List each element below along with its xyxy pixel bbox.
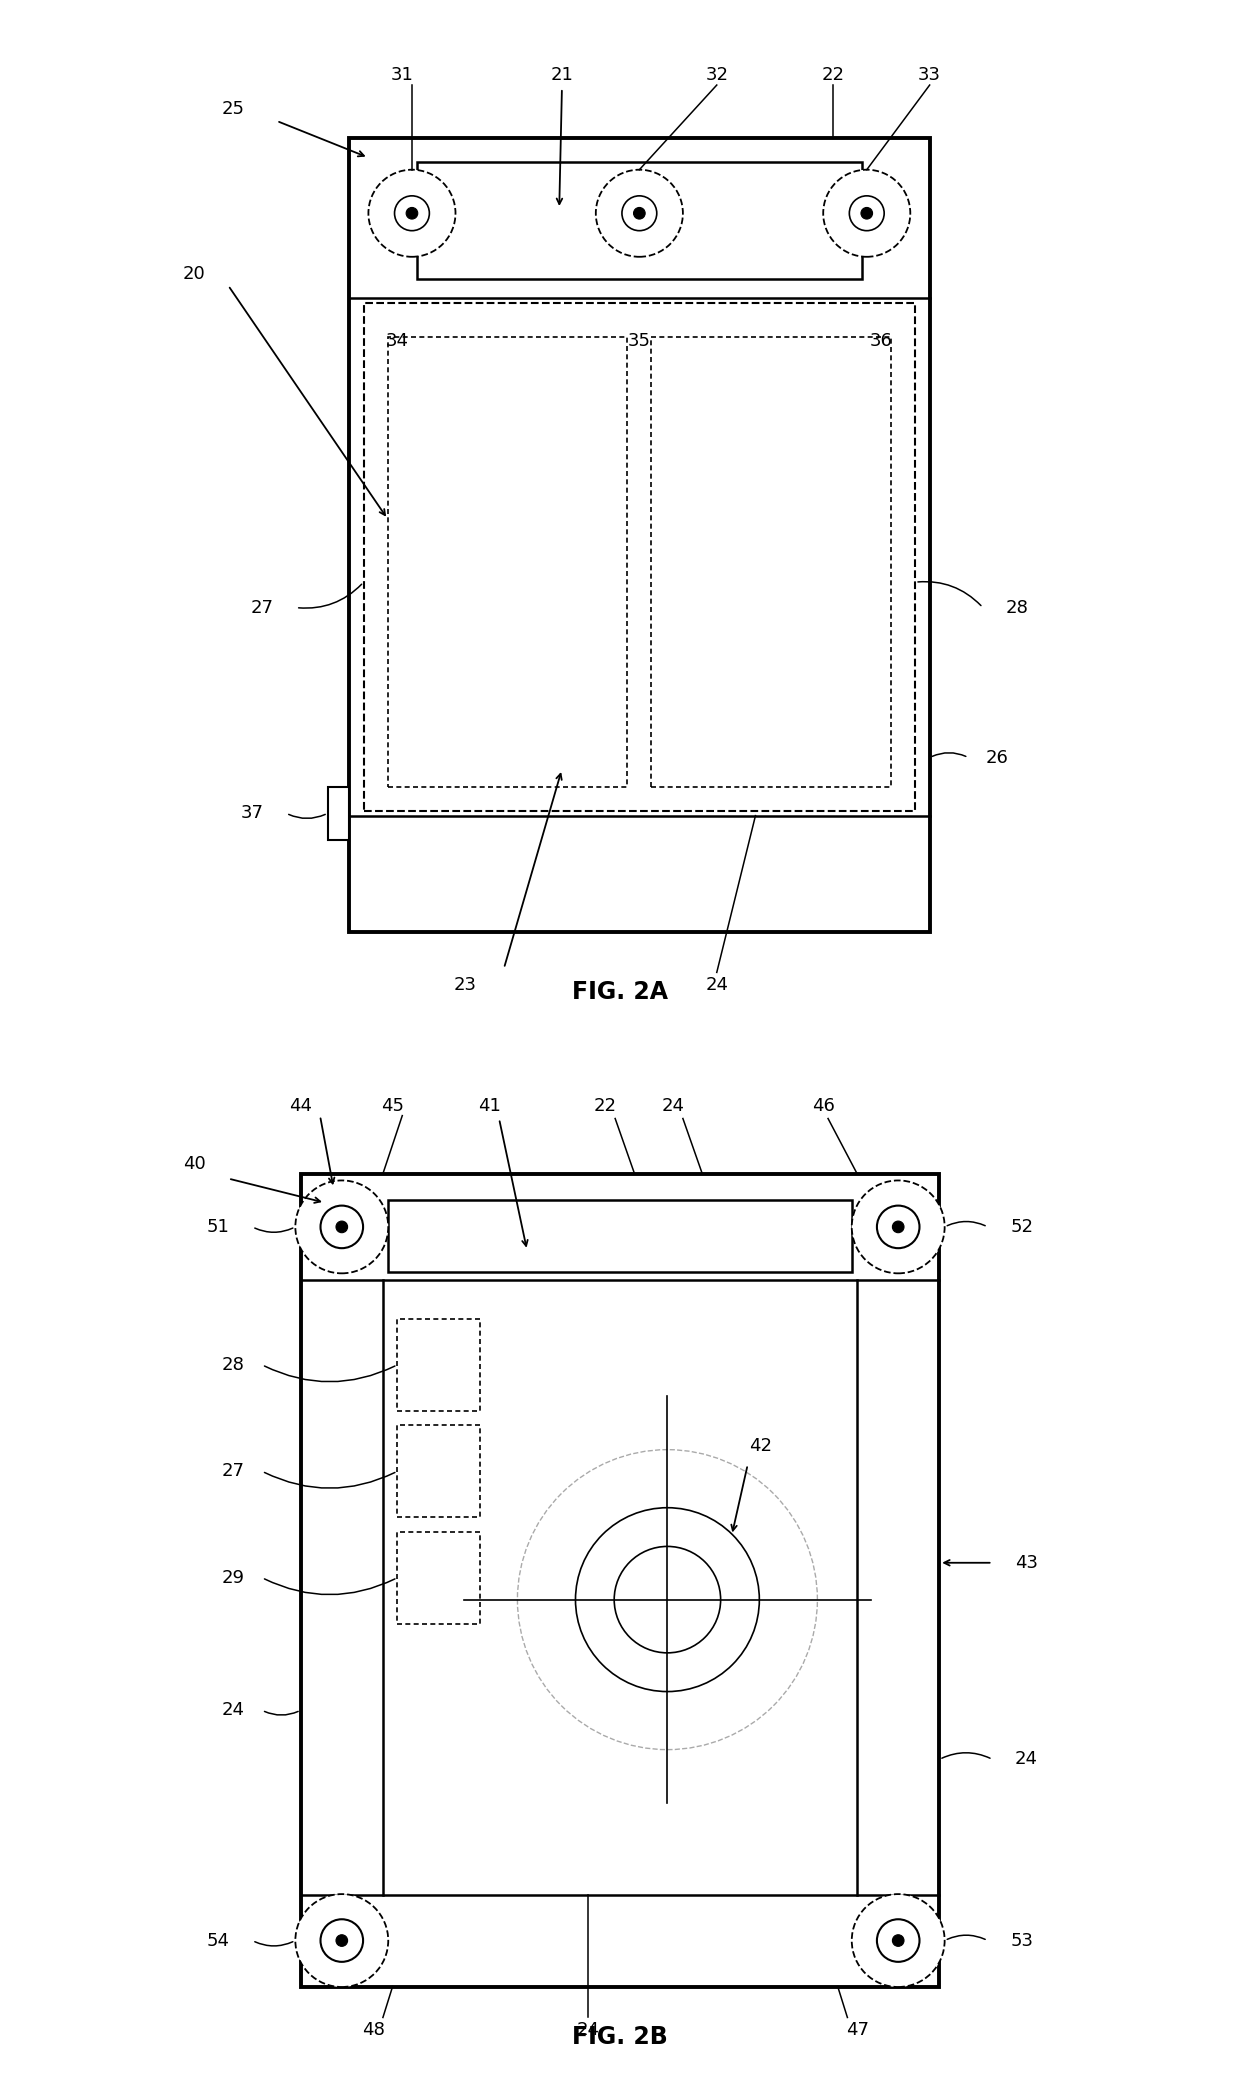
Text: 54: 54	[207, 1932, 229, 1950]
Text: FIG. 2B: FIG. 2B	[572, 2025, 668, 2050]
Text: 21: 21	[551, 66, 573, 85]
Circle shape	[893, 1934, 904, 1946]
Text: 24: 24	[577, 2021, 600, 2040]
Circle shape	[320, 1206, 363, 1249]
Circle shape	[595, 170, 683, 257]
Bar	[388, 1199, 852, 1272]
Text: 45: 45	[381, 1098, 404, 1114]
Text: 24: 24	[706, 975, 728, 994]
Circle shape	[877, 1919, 920, 1961]
Circle shape	[849, 195, 884, 230]
Text: 42: 42	[749, 1438, 773, 1455]
Text: 24: 24	[1014, 1751, 1038, 1768]
Circle shape	[394, 195, 429, 230]
Circle shape	[852, 1894, 945, 1988]
Text: 25: 25	[222, 100, 244, 118]
Text: FIG. 2A: FIG. 2A	[572, 979, 668, 1004]
Text: 53: 53	[1011, 1932, 1033, 1950]
Text: 20: 20	[182, 266, 206, 282]
Text: 24: 24	[662, 1098, 684, 1114]
Text: 36: 36	[869, 332, 893, 351]
Text: 28: 28	[1006, 598, 1028, 616]
Bar	[363, 303, 915, 811]
Text: 41: 41	[477, 1098, 501, 1114]
Circle shape	[852, 1181, 945, 1274]
Circle shape	[634, 208, 645, 220]
Text: 22: 22	[594, 1098, 618, 1114]
Text: 44: 44	[289, 1098, 312, 1114]
Bar	[417, 162, 862, 278]
Circle shape	[407, 208, 418, 220]
Text: 22: 22	[821, 66, 844, 85]
Circle shape	[877, 1206, 920, 1249]
Bar	[348, 139, 930, 932]
Text: 37: 37	[241, 805, 264, 822]
Bar	[300, 1174, 940, 1986]
Bar	[327, 786, 348, 840]
Text: 27: 27	[250, 598, 274, 616]
Text: 29: 29	[222, 1569, 244, 1587]
Text: 48: 48	[362, 2021, 384, 2040]
Bar	[398, 1426, 480, 1517]
Text: 32: 32	[706, 66, 728, 85]
Text: 51: 51	[207, 1218, 229, 1237]
Circle shape	[295, 1894, 388, 1988]
Text: 27: 27	[222, 1463, 244, 1479]
Text: 24: 24	[222, 1702, 244, 1720]
Text: 47: 47	[846, 2021, 868, 2040]
Text: 52: 52	[1011, 1218, 1033, 1237]
Circle shape	[320, 1919, 363, 1961]
Bar	[398, 1320, 480, 1411]
Bar	[388, 336, 627, 786]
Circle shape	[336, 1934, 347, 1946]
Bar	[398, 1531, 480, 1623]
Text: 31: 31	[391, 66, 414, 85]
Text: 40: 40	[182, 1156, 206, 1172]
Text: 43: 43	[1014, 1554, 1038, 1571]
Circle shape	[295, 1181, 388, 1274]
Text: 23: 23	[454, 975, 476, 994]
Circle shape	[336, 1220, 347, 1233]
Circle shape	[893, 1220, 904, 1233]
Text: 28: 28	[222, 1355, 244, 1374]
Circle shape	[622, 195, 657, 230]
Text: 33: 33	[918, 66, 941, 85]
Text: 34: 34	[386, 332, 409, 351]
Bar	[651, 336, 892, 786]
Circle shape	[861, 208, 873, 220]
Text: 46: 46	[812, 1098, 835, 1114]
Circle shape	[823, 170, 910, 257]
Text: 35: 35	[627, 332, 651, 351]
Text: 26: 26	[986, 749, 1009, 766]
Circle shape	[368, 170, 455, 257]
